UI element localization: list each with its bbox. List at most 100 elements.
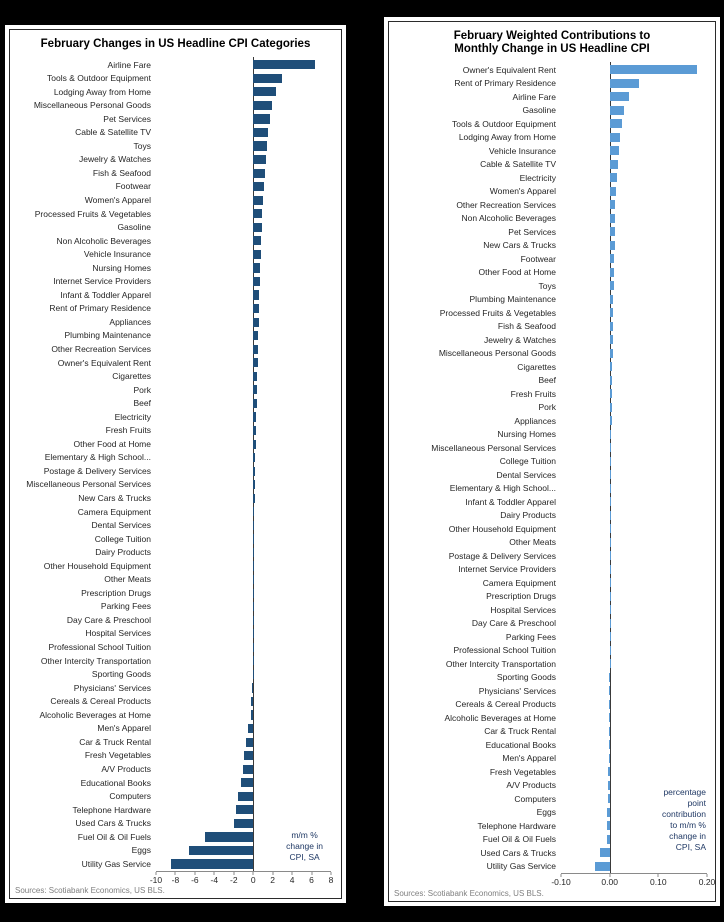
bar — [253, 493, 256, 503]
category-label: Dental Services — [91, 520, 151, 531]
bar — [609, 497, 611, 507]
chart-row: Non Alcoholic Beverages — [10, 233, 331, 249]
bar-track — [156, 233, 331, 249]
axis-tick-label: -8 — [171, 874, 180, 885]
chart-row: Tools & Outdoor Equipment — [10, 70, 331, 87]
category-label: Internet Service Providers — [53, 276, 151, 287]
category-label: Other Food at Home — [73, 438, 151, 449]
chart-row: Dairy Products — [10, 544, 331, 561]
chart-row: Postage & Delivery Services — [389, 548, 707, 564]
bar — [253, 168, 265, 178]
chart-row: Fresh Fruits — [10, 422, 331, 439]
category-label: Electricity — [519, 172, 556, 183]
bar-track — [561, 143, 707, 159]
bar-track — [561, 656, 707, 672]
category-label: Footwear — [115, 181, 151, 192]
bar-track — [156, 558, 331, 574]
zero-axis-line — [253, 802, 255, 818]
bar-track — [156, 476, 331, 493]
category-label: College Tuition — [499, 456, 556, 466]
bar-track — [561, 831, 707, 847]
category-label: New Cars & Trucks — [483, 240, 556, 250]
bar — [609, 348, 613, 358]
zero-axis-line — [609, 561, 611, 577]
zero-axis-line — [609, 669, 611, 685]
chart-row: Car & Truck Rental — [389, 723, 707, 739]
axis-tick-label: 0.10 — [650, 877, 667, 887]
chart-row: Nursing Homes — [10, 260, 331, 276]
bar — [204, 832, 254, 842]
bar-track — [561, 440, 707, 456]
chart-row: Internet Service Providers — [389, 561, 707, 577]
bar-track — [561, 777, 707, 793]
bar-track — [561, 399, 707, 415]
right-chart-panel: February Weighted Contributions to Month… — [384, 17, 720, 906]
chart-row: Computers — [389, 791, 707, 807]
category-label: Toys — [538, 280, 556, 291]
zero-axis-line — [609, 575, 611, 591]
bar-track — [156, 300, 331, 317]
category-label: Cable & Satellite TV — [480, 159, 556, 169]
bar-track — [156, 680, 331, 696]
category-label: Alcoholic Beverages at Home — [39, 709, 151, 720]
bar-track — [156, 761, 331, 777]
bar-track — [561, 791, 707, 807]
bar — [253, 195, 263, 205]
bar-track — [156, 734, 331, 750]
axis-tick-mark — [213, 871, 215, 875]
category-label: Cigarettes — [112, 371, 151, 382]
axis-tick-mark — [311, 871, 313, 875]
axis-tick-mark — [560, 874, 562, 877]
bar-track — [561, 237, 707, 253]
bar — [609, 227, 615, 237]
bar — [609, 281, 614, 291]
zero-axis-line — [609, 791, 611, 807]
zero-axis-line — [253, 720, 255, 737]
category-label: Prescription Drugs — [81, 587, 151, 598]
chart-row: Vehicle Insurance — [389, 143, 707, 159]
category-label: Parking Fees — [100, 601, 151, 612]
bar — [253, 547, 255, 558]
bar-track — [561, 696, 707, 712]
category-label: Appliances — [109, 316, 151, 327]
bar-track — [561, 278, 707, 294]
category-label: Other Recreation Services — [456, 199, 556, 210]
chart-row: Day Care & Preschool — [389, 615, 707, 631]
chart-row: Telephone Hardware — [389, 818, 707, 834]
left-chart-panel: February Changes in US Headline CPI Cate… — [5, 25, 346, 903]
axis-tick-label: 8 — [328, 874, 334, 885]
bar-track — [561, 89, 707, 105]
bar — [253, 371, 258, 381]
bar-track — [561, 183, 707, 199]
category-label: Nursing Homes — [92, 262, 151, 273]
bar-track — [561, 156, 707, 172]
bar-track — [156, 206, 331, 222]
axis-tick-mark — [657, 874, 659, 877]
category-label: Parking Fees — [505, 631, 556, 642]
bar — [253, 561, 255, 571]
zero-axis-line — [609, 642, 611, 658]
bar — [609, 254, 615, 264]
category-label: Computers — [514, 793, 556, 804]
zero-axis-line — [253, 639, 255, 656]
category-label: Utility Gas Service — [81, 858, 151, 869]
category-label: Professional School Tuition — [453, 645, 556, 655]
chart-row: Owner's Equivalent Rent — [389, 62, 707, 78]
zero-axis-line — [253, 788, 255, 805]
bar-track — [561, 413, 707, 429]
category-label: Cereals & Cereal Products — [455, 699, 556, 709]
bar-track — [561, 737, 707, 753]
category-label: Eggs — [131, 845, 151, 856]
chart-row: Other Intercity Transportation — [389, 656, 707, 672]
category-label: Men's Apparel — [502, 753, 556, 763]
chart-row: Plumbing Maintenance — [389, 291, 707, 307]
category-label: Camera Equipment — [77, 506, 151, 517]
zero-axis-line — [609, 683, 611, 699]
category-label: Pet Services — [508, 226, 556, 237]
category-label: Lodging Away from Home — [458, 132, 556, 142]
bar-track — [156, 382, 331, 398]
chart-row: Postage & Delivery Services — [10, 463, 331, 479]
category-label: Vehicle Insurance — [83, 249, 151, 260]
category-label: Pork — [538, 402, 556, 412]
category-label: Car & Truck Rental — [79, 736, 151, 747]
